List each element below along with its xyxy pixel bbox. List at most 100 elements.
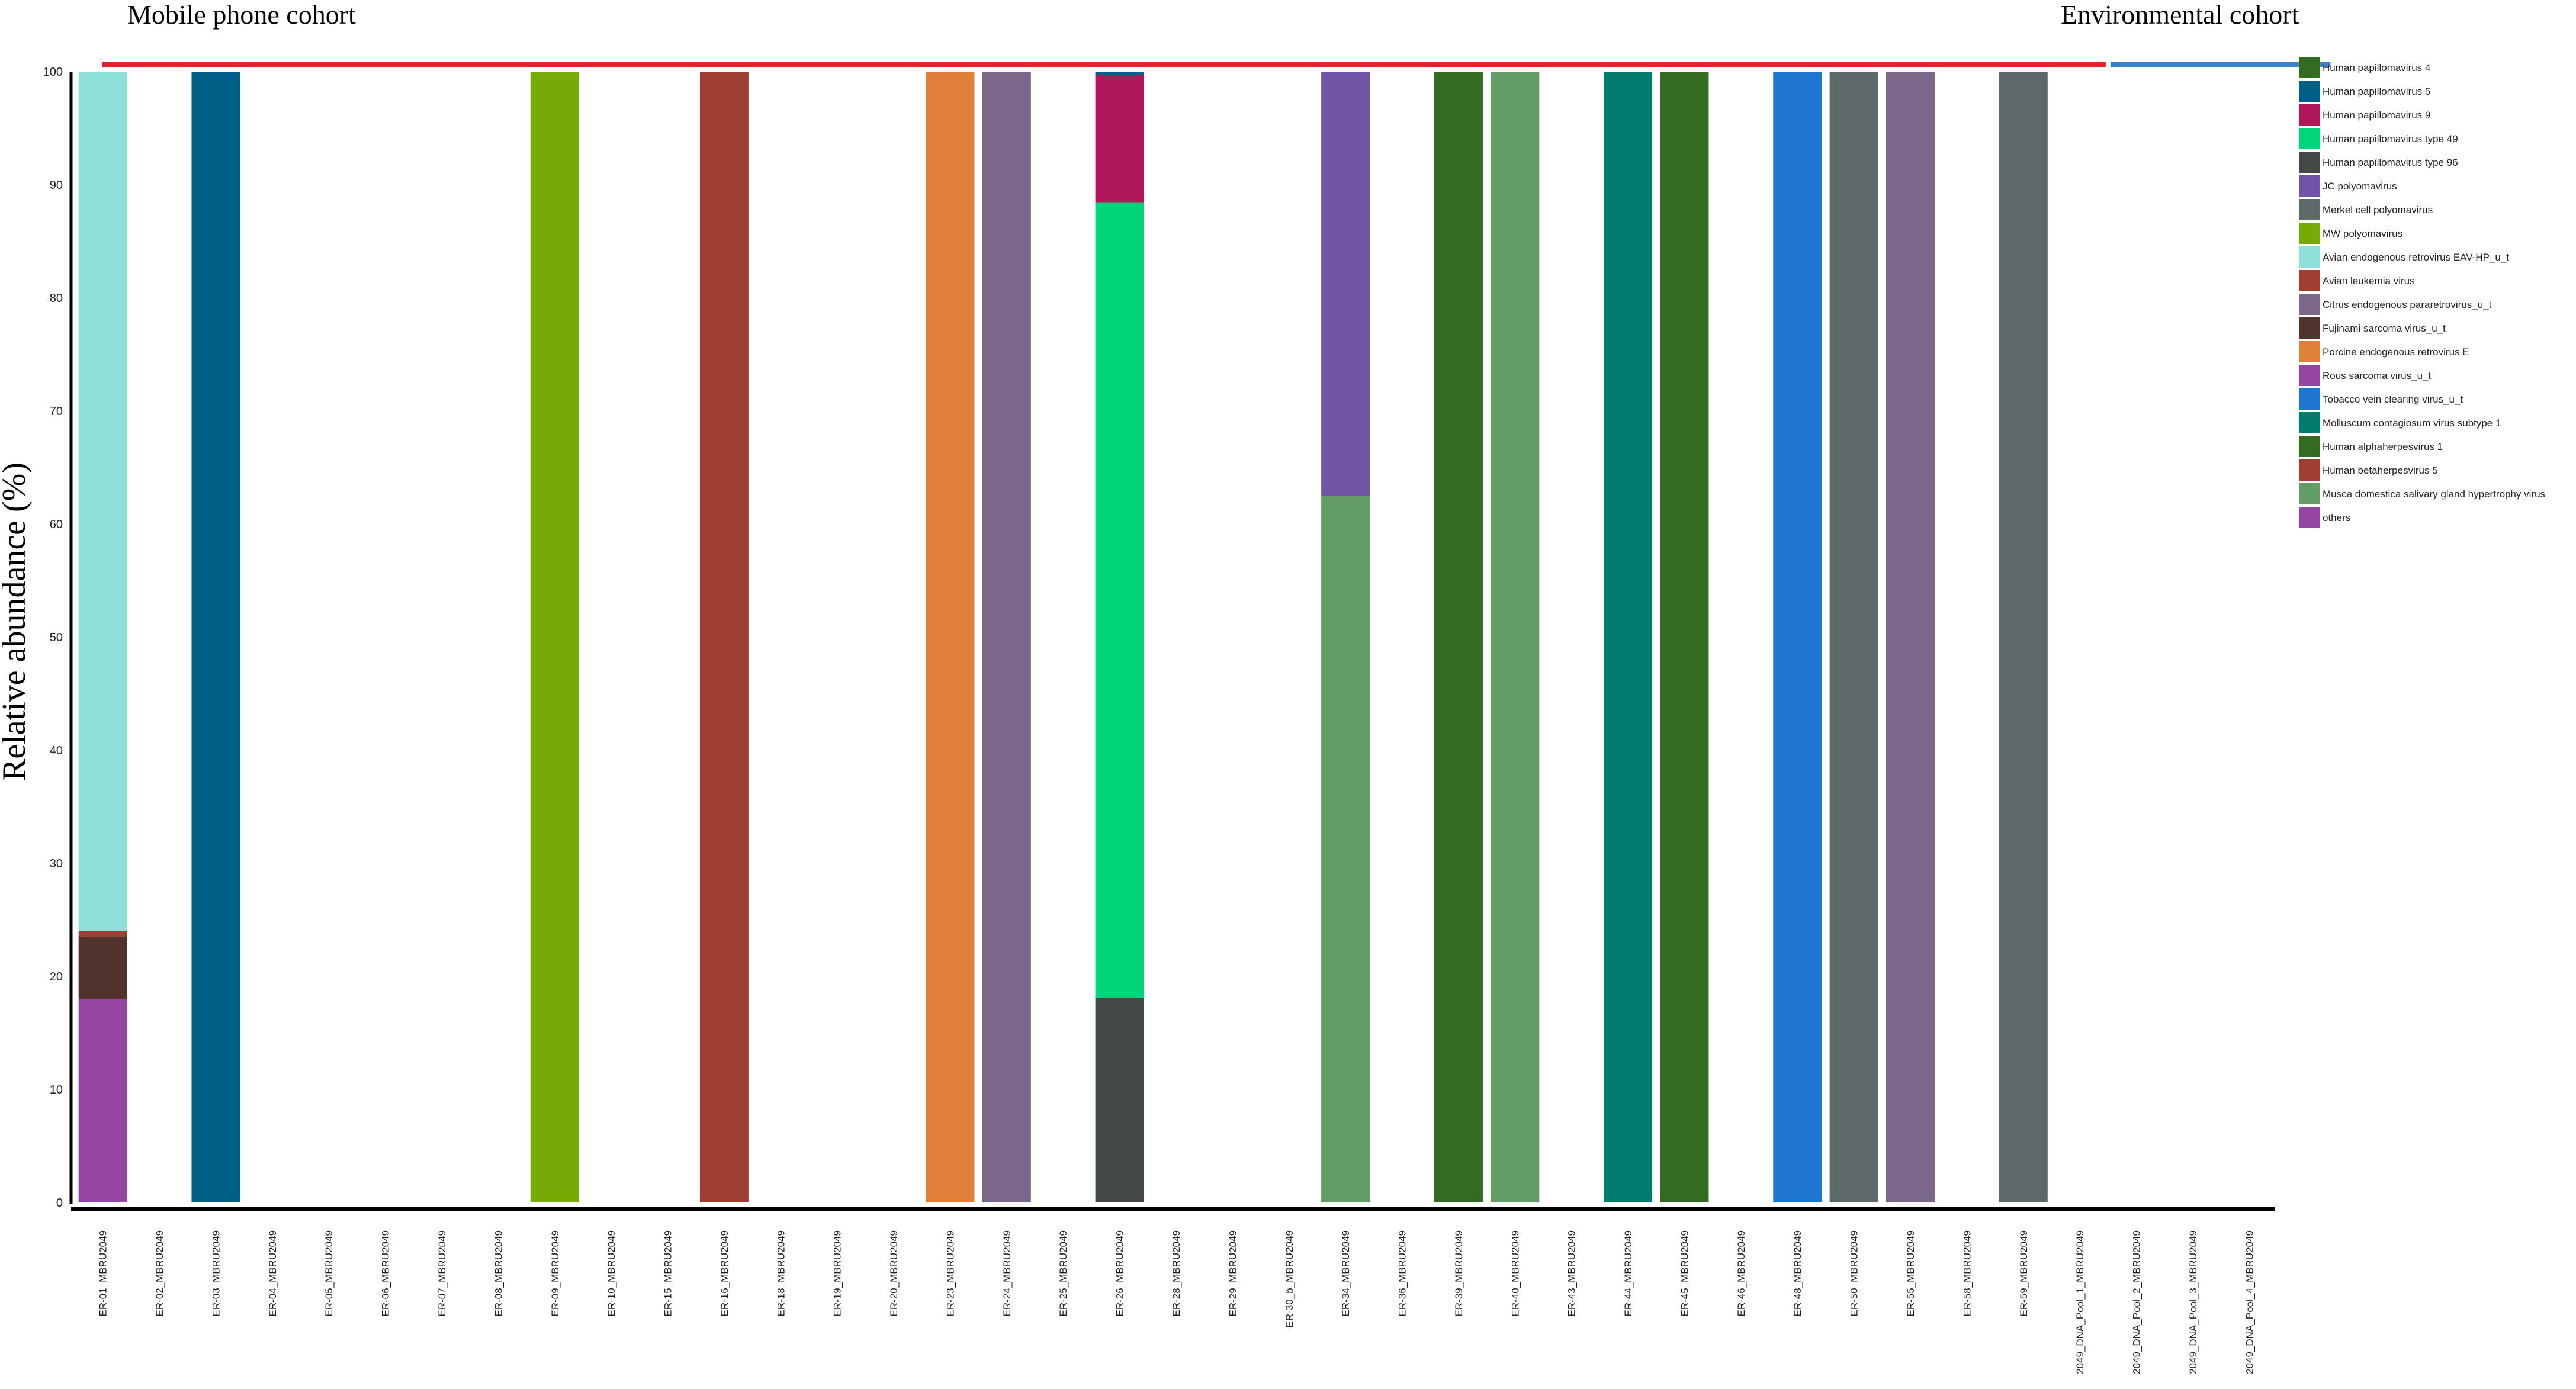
- legend-label: Merkel cell polyomavirus: [2323, 204, 2433, 216]
- y-axis-label: Relative abundance (%): [0, 462, 33, 781]
- x-tick-label: 2049_DNA_Pool_3_MBRU2049: [2188, 1230, 2199, 1374]
- legend-swatch: [2299, 246, 2320, 268]
- y-tick-label: 20: [50, 970, 63, 983]
- x-tick-label: ER-15_MBRU2049: [663, 1230, 674, 1317]
- legend-label: Human papillomavirus type 49: [2323, 133, 2458, 144]
- bar-segment: [1886, 72, 1935, 1202]
- legend-label: Fujinami sarcoma virus_u_t: [2323, 323, 2446, 334]
- bar-segment: [1095, 202, 1144, 998]
- y-tick-label: 80: [50, 292, 63, 305]
- legend-label: Human papillomavirus 4: [2323, 62, 2430, 73]
- legend-label: MW polyomavirus: [2323, 228, 2402, 239]
- x-tick-label: ER-03_MBRU2049: [210, 1230, 221, 1317]
- y-tick-label: 0: [56, 1197, 63, 1210]
- bar-segment: [1321, 72, 1370, 496]
- x-tick-label: ER-24_MBRU2049: [1001, 1230, 1013, 1317]
- cohort-title-mobile: Mobile phone cohort: [127, 0, 356, 30]
- y-tick-label: 70: [50, 405, 63, 418]
- x-tick-label: ER-20_MBRU2049: [888, 1230, 900, 1317]
- legend-label: Tobacco vein clearing virus_u_t: [2323, 394, 2463, 405]
- cohort-title-environmental: Environmental cohort: [2061, 0, 2299, 30]
- x-tick-label: ER-36_MBRU2049: [1397, 1230, 1408, 1317]
- x-tick-label: ER-55_MBRU2049: [1905, 1230, 1916, 1317]
- bar-segment: [1829, 72, 1878, 1202]
- x-tick-label: ER-06_MBRU2049: [380, 1230, 391, 1317]
- y-tick-label: 60: [50, 518, 63, 531]
- legend-swatch: [2299, 128, 2320, 149]
- x-tick-label: ER-25_MBRU2049: [1058, 1230, 1069, 1317]
- cohort-band-0: [102, 62, 2106, 67]
- y-tick-label: 10: [50, 1083, 63, 1097]
- legend-swatch: [2299, 104, 2320, 126]
- legend-label: Rous sarcoma virus_u_t: [2323, 370, 2432, 381]
- legend-label: JC polyomavirus: [2323, 181, 2397, 192]
- x-tick-label: ER-58_MBRU2049: [1961, 1230, 1973, 1317]
- legend-swatch: [2299, 436, 2320, 457]
- legend-swatch: [2299, 365, 2320, 386]
- x-tick-label: ER-50_MBRU2049: [1849, 1230, 1860, 1317]
- x-tick-label: ER-10_MBRU2049: [606, 1230, 617, 1317]
- bar-segment: [1999, 72, 2048, 1202]
- bar-segment: [982, 72, 1031, 1202]
- legend-label: Human alphaherpesvirus 1: [2323, 441, 2443, 452]
- x-tick-label: ER-29_MBRU2049: [1227, 1230, 1238, 1317]
- legend-label: Avian endogenous retrovirus EAV-HP_u_t: [2323, 252, 2509, 263]
- cohort-band-1: [2110, 62, 2331, 67]
- legend-swatch: [2299, 341, 2320, 362]
- x-tick-label: ER-34_MBRU2049: [1340, 1230, 1351, 1317]
- x-tick-label: ER-39_MBRU2049: [1453, 1230, 1464, 1317]
- x-tick-label: ER-28_MBRU2049: [1171, 1230, 1182, 1317]
- legend-label: Human papillomavirus 5: [2323, 86, 2430, 97]
- legend-label: Human papillomavirus type 96: [2323, 157, 2458, 168]
- bar-segment: [78, 999, 127, 1202]
- legend-swatch: [2299, 294, 2320, 315]
- legend-label: Avian leukemia virus: [2323, 275, 2415, 287]
- legend-swatch: [2299, 175, 2320, 197]
- bar-segment: [1095, 998, 1144, 1202]
- x-tick-label: ER-04_MBRU2049: [267, 1230, 278, 1317]
- bar-segment: [1604, 72, 1653, 1202]
- x-tick-label: ER-40_MBRU2049: [1509, 1230, 1521, 1317]
- bar-segment: [78, 931, 127, 937]
- x-tick-label: ER-46_MBRU2049: [1736, 1230, 1747, 1317]
- x-tick-label: ER-05_MBRU2049: [323, 1230, 335, 1317]
- y-tick-label: 90: [50, 179, 63, 192]
- bar-segment: [530, 72, 579, 1202]
- y-tick-label: 30: [50, 857, 63, 870]
- y-tick-label: 40: [50, 744, 63, 757]
- legend-label: others: [2323, 512, 2350, 523]
- y-tick-label: 50: [50, 631, 63, 644]
- x-tick-label: ER-23_MBRU2049: [945, 1230, 956, 1317]
- bar-segment: [926, 72, 975, 1202]
- legend-swatch: [2299, 199, 2320, 220]
- x-tick-label: ER-26_MBRU2049: [1114, 1230, 1126, 1317]
- bar-segment: [1434, 72, 1483, 1202]
- legend-label: Molluscum contagiosum virus subtype 1: [2323, 417, 2501, 429]
- legend-label: Musca domestica salivary gland hypertrop…: [2323, 488, 2545, 500]
- x-tick-label: ER-30_b_MBRU2049: [1284, 1230, 1295, 1327]
- x-tick-label: ER-59_MBRU2049: [2018, 1230, 2029, 1317]
- x-tick-label: ER-45_MBRU2049: [1679, 1230, 1690, 1317]
- legend-swatch: [2299, 459, 2320, 481]
- x-tick-label: ER-18_MBRU2049: [775, 1230, 786, 1317]
- bar-segment: [1321, 496, 1370, 1202]
- legend-swatch: [2299, 388, 2320, 410]
- bar-segment: [699, 72, 749, 1202]
- x-tick-label: 2049_DNA_Pool_1_MBRU2049: [2074, 1230, 2086, 1374]
- x-tick-label: ER-08_MBRU2049: [493, 1230, 504, 1317]
- legend-swatch: [2299, 317, 2320, 339]
- x-tick-label: ER-07_MBRU2049: [436, 1230, 448, 1317]
- bar-segment: [1773, 72, 1822, 1202]
- x-tick-label: 2049_DNA_Pool_2_MBRU2049: [2131, 1230, 2143, 1374]
- legend-swatch: [2299, 81, 2320, 102]
- legend-label: Human betaherpesvirus 5: [2323, 465, 2438, 476]
- y-tick-label: 100: [43, 66, 63, 79]
- bar-segment: [1491, 72, 1540, 1202]
- legend-swatch: [2299, 412, 2320, 433]
- x-tick-label: 2049_DNA_Pool_4_MBRU2049: [2244, 1230, 2255, 1374]
- x-tick-label: ER-44_MBRU2049: [1623, 1230, 1634, 1317]
- x-tick-label: ER-16_MBRU2049: [719, 1230, 730, 1317]
- bar-segment: [78, 937, 127, 999]
- bar-segment: [1095, 72, 1144, 75]
